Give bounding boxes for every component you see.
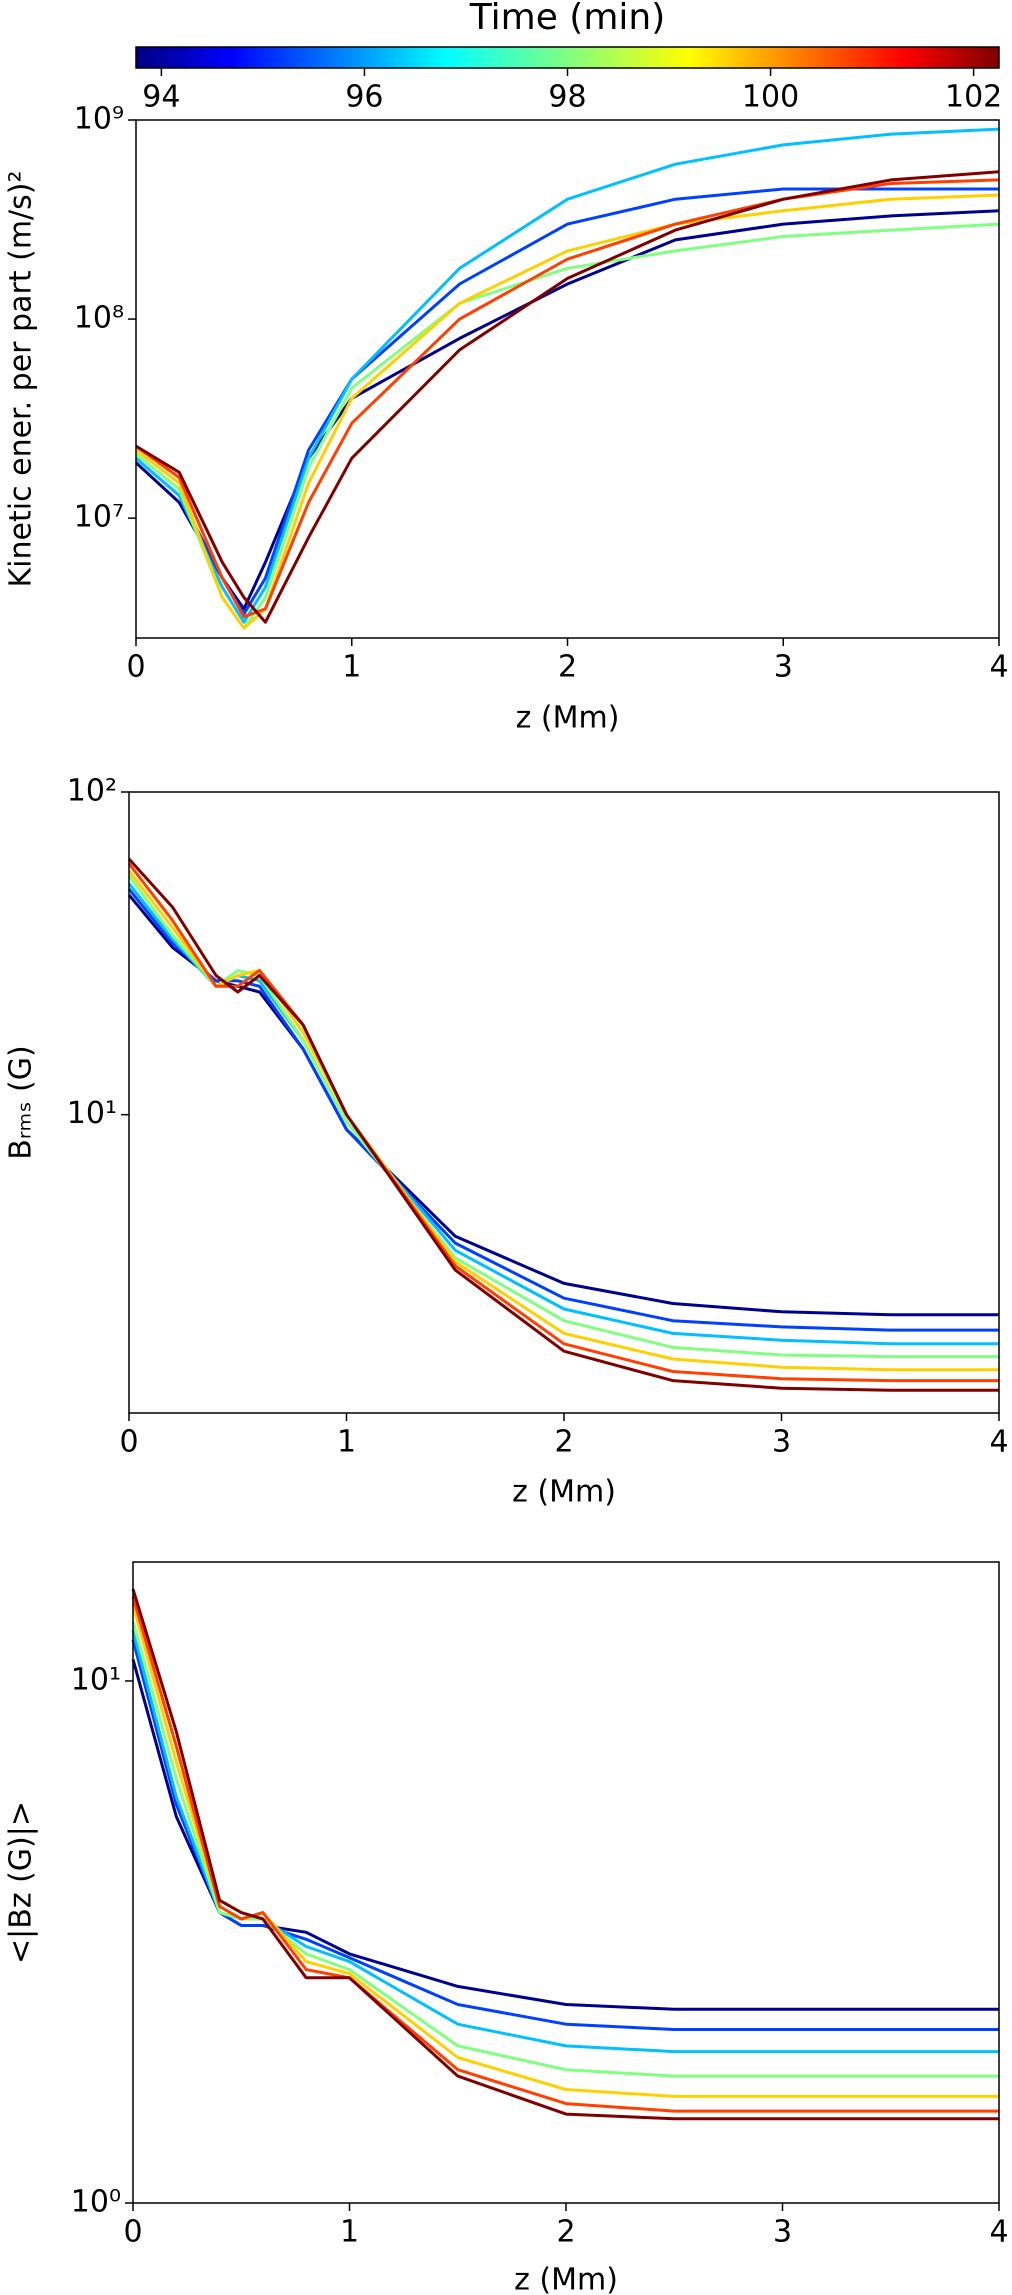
y-axis-label: <|Bz (G)|> bbox=[4, 1801, 39, 1964]
data-line bbox=[131, 1630, 999, 2054]
data-line bbox=[127, 893, 999, 1317]
data-line bbox=[127, 862, 999, 1383]
x-axis-label: z (Mm) bbox=[512, 1475, 616, 1510]
x-axis-label: z (Mm) bbox=[516, 701, 620, 736]
colorbar bbox=[135, 46, 1000, 69]
x-tick-label: 2 bbox=[558, 650, 577, 685]
x-tick-label: 2 bbox=[556, 2215, 575, 2250]
colorbar-title: Time (min) bbox=[469, 0, 666, 38]
y-tick-label: 10⁹ bbox=[74, 102, 124, 137]
x-tick-label: 4 bbox=[989, 2215, 1008, 2250]
x-tick-label: 0 bbox=[123, 2215, 142, 2250]
data-line bbox=[135, 193, 1000, 630]
x-tick-label: 1 bbox=[342, 650, 361, 685]
data-line bbox=[127, 888, 999, 1332]
colorbar-tick-label: 102 bbox=[945, 80, 1002, 115]
x-tick-label: 3 bbox=[772, 1425, 791, 1460]
data-line bbox=[131, 1596, 999, 2113]
data-line bbox=[131, 1604, 999, 2098]
colorbar-tick-label: 96 bbox=[345, 80, 383, 115]
x-tick-label: 2 bbox=[554, 1425, 573, 1460]
data-line bbox=[127, 869, 999, 1372]
x-tick-label: 3 bbox=[773, 2215, 792, 2250]
data-line bbox=[131, 1588, 999, 2121]
data-line bbox=[131, 1621, 999, 2078]
y-axis-label: Bᵣₘₛ (G) bbox=[4, 1045, 39, 1159]
y-axis-label: Kinetic ener. per part (m/s)² bbox=[4, 170, 39, 587]
plot-frame bbox=[132, 1561, 1000, 2204]
x-tick-label: 3 bbox=[774, 650, 793, 685]
data-line bbox=[127, 882, 999, 1346]
x-tick-label: 0 bbox=[119, 1425, 138, 1460]
data-line bbox=[134, 209, 1000, 611]
y-tick-label: 10⁸ bbox=[74, 301, 124, 336]
colorbar-tick-label: 100 bbox=[742, 80, 799, 115]
colorbar-tick-label: 98 bbox=[548, 80, 586, 115]
x-tick-label: 4 bbox=[989, 650, 1008, 685]
x-tick-label: 4 bbox=[989, 1425, 1008, 1460]
y-tick-label: 10¹ bbox=[67, 1096, 117, 1131]
data-line bbox=[135, 187, 999, 616]
data-line bbox=[127, 857, 999, 1392]
data-line bbox=[131, 1639, 999, 2031]
data-line bbox=[131, 1659, 999, 2011]
y-tick-label: 10⁰ bbox=[71, 2185, 121, 2220]
y-tick-label: 10⁷ bbox=[74, 500, 124, 535]
colorbar-tick-label: 94 bbox=[142, 80, 180, 115]
x-tick-label: 1 bbox=[340, 2215, 359, 2250]
data-line bbox=[135, 127, 1000, 624]
x-axis-label: z (Mm) bbox=[514, 2263, 618, 2295]
x-tick-label: 0 bbox=[126, 650, 145, 685]
data-line bbox=[135, 178, 1000, 619]
y-tick-label: 10² bbox=[67, 774, 117, 809]
x-tick-label: 1 bbox=[337, 1425, 356, 1460]
data-line bbox=[135, 170, 1000, 624]
y-tick-label: 10¹ bbox=[71, 1662, 121, 1697]
